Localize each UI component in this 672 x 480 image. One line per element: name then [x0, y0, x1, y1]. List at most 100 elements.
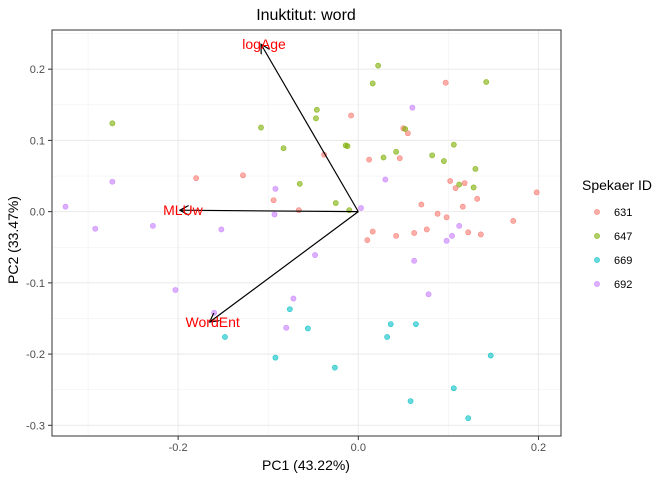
legend-label-631: 631 — [614, 207, 632, 219]
data-point-631 — [396, 155, 403, 162]
data-point-647 — [109, 120, 116, 127]
data-point-669 — [222, 334, 228, 340]
data-point-631 — [465, 229, 472, 236]
data-point-692 — [358, 205, 364, 211]
y-axis: -0.3 -0.2 -0.1 0.0 0.1 0.2 — [26, 64, 52, 432]
data-point-692 — [312, 252, 318, 258]
data-point-669 — [387, 321, 394, 328]
data-point-631 — [411, 230, 418, 236]
data-point-669 — [304, 325, 311, 332]
x-tick-label: -0.2 — [169, 442, 188, 454]
data-point-669 — [413, 321, 419, 328]
data-point-692 — [92, 225, 99, 232]
minor-gridlines — [52, 30, 561, 436]
data-point-631 — [423, 226, 430, 233]
data-point-631 — [533, 189, 540, 196]
arrow-label-mluw: MLUw — [163, 202, 204, 218]
data-point-631 — [447, 178, 454, 184]
data-point-692 — [271, 211, 278, 218]
data-point-631 — [434, 210, 441, 217]
data-point-647 — [483, 79, 490, 85]
y-tick-label: 0.0 — [30, 207, 45, 219]
data-point-647 — [472, 165, 479, 172]
data-point-631 — [270, 197, 277, 204]
data-point-631 — [443, 214, 450, 221]
data-point-631 — [404, 130, 411, 137]
data-point-692 — [443, 237, 450, 244]
data-point-647 — [380, 154, 387, 161]
data-point-692 — [283, 324, 290, 331]
y-tick-label: -0.2 — [26, 349, 45, 361]
data-point-647 — [440, 158, 447, 164]
data-point-669 — [465, 415, 472, 422]
legend-label-692: 692 — [614, 279, 632, 291]
data-point-631 — [393, 232, 400, 239]
arrow-label-wordent: WordEnt — [186, 314, 240, 330]
legend-label-669: 669 — [614, 255, 632, 267]
data-point-647 — [456, 181, 463, 188]
data-point-631 — [240, 172, 246, 179]
data-point-631 — [510, 217, 517, 224]
data-point-692 — [411, 257, 418, 264]
data-point-647 — [313, 106, 320, 113]
data-point-669 — [384, 334, 391, 340]
data-point-647 — [332, 200, 339, 206]
loading-arrows: logAge MLUw WordEnt — [163, 36, 359, 330]
data-point-692 — [62, 203, 69, 210]
data-point-692 — [290, 295, 297, 302]
data-point-692 — [425, 291, 432, 298]
data-point-692 — [449, 232, 455, 239]
data-point-631 — [461, 180, 468, 187]
data-point-647 — [258, 124, 264, 131]
data-point-669 — [407, 398, 414, 404]
plot-panel — [51, 29, 562, 437]
data-point-669 — [286, 306, 293, 313]
data-point-692 — [456, 222, 463, 229]
y-axis-title: PC2 (33.47%) — [5, 196, 21, 284]
data-point-692 — [409, 104, 416, 111]
x-axis-title: PC1 (43.22%) — [262, 457, 350, 473]
loading-arrow-mluw — [180, 210, 359, 211]
data-point-692 — [109, 178, 116, 185]
x-axis: -0.2 0.0 0.2 — [169, 436, 546, 454]
data-point-647 — [375, 62, 382, 69]
data-point-647 — [280, 145, 287, 152]
data-point-631 — [418, 201, 425, 208]
data-points — [62, 62, 540, 422]
loading-arrow-wordent — [210, 211, 359, 322]
arrow-label-logage: logAge — [242, 36, 286, 52]
data-point-647 — [450, 141, 457, 148]
data-point-631 — [477, 231, 484, 238]
major-gridlines — [52, 30, 561, 436]
legend-title: Spekaer ID — [582, 177, 652, 193]
data-point-647 — [296, 180, 303, 187]
legend-key-647 — [594, 233, 600, 239]
loading-arrow-logage — [261, 44, 359, 212]
data-point-647 — [470, 184, 477, 191]
data-point-631 — [459, 203, 466, 210]
data-point-647 — [393, 148, 400, 155]
data-point-647 — [344, 143, 351, 150]
data-point-647 — [313, 115, 319, 122]
data-point-631 — [442, 79, 449, 86]
data-point-631 — [366, 156, 373, 163]
legend-key-631 — [594, 209, 600, 215]
y-tick-label: 0.2 — [30, 64, 45, 76]
data-point-692 — [172, 287, 179, 293]
data-point-647 — [402, 126, 409, 132]
x-tick-label: 0.2 — [531, 442, 546, 454]
data-point-631 — [452, 185, 459, 192]
data-point-669 — [272, 354, 279, 361]
data-point-631 — [369, 228, 376, 235]
y-tick-label: 0.1 — [30, 135, 45, 147]
data-point-631 — [348, 112, 354, 119]
data-point-631 — [474, 195, 481, 202]
legend-key-692 — [594, 281, 600, 287]
data-point-692 — [382, 176, 389, 183]
data-point-669 — [450, 385, 457, 392]
data-point-692 — [149, 222, 156, 229]
data-point-669 — [331, 364, 338, 371]
legend-label-647: 647 — [614, 231, 632, 243]
data-point-692 — [272, 185, 279, 192]
data-point-631 — [295, 207, 302, 214]
